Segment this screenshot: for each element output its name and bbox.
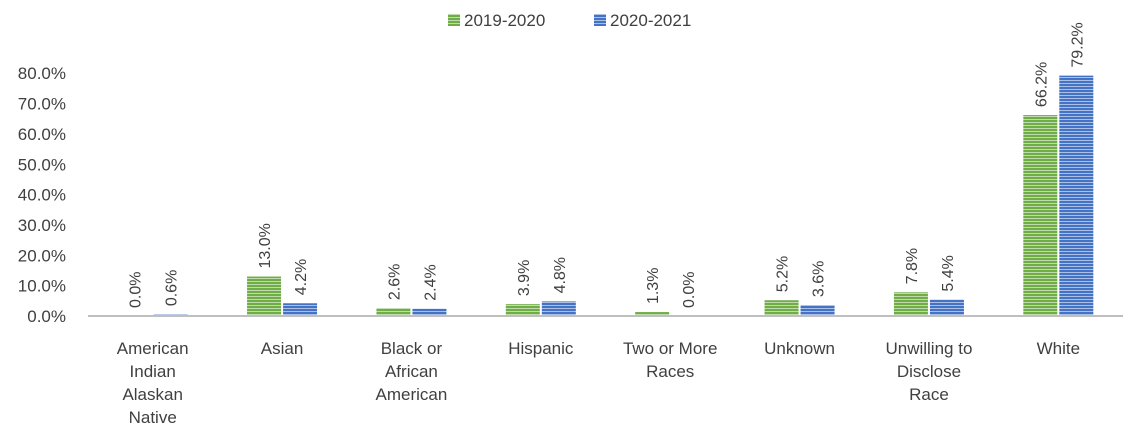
bar (764, 300, 799, 316)
data-label: 3.9% (516, 260, 533, 296)
y-tick-label: 60.0% (18, 125, 66, 144)
data-label: 1.3% (645, 268, 662, 304)
y-tick-label: 20.0% (18, 246, 66, 265)
bar (247, 276, 282, 316)
data-label: 3.6% (811, 261, 828, 297)
data-label: 4.2% (293, 259, 310, 295)
bar (1023, 115, 1058, 316)
x-tick-label: Asian (261, 339, 304, 358)
x-tick-label: White (1037, 339, 1080, 358)
x-tick-label: Unwilling to Disclose Race (885, 339, 972, 404)
y-tick-label: 10.0% (18, 277, 66, 296)
x-tick-label: Two or More Races (623, 339, 717, 381)
y-axis: 0.0% 10.0% 20.0% 30.0% 40.0% 50.0% 60.0% 70.0% 8… (18, 64, 66, 326)
bar (505, 304, 540, 316)
x-tick-label: Hispanic (508, 339, 574, 358)
data-labels: 0.0% 0.6% 13.0% 4.2% 2.6% 2.4% 3.9% 4.8% 1.3% 0.0… (128, 22, 1087, 308)
bar (283, 303, 318, 316)
bar (635, 312, 670, 316)
data-label: 13.0% (257, 223, 274, 268)
data-label: 5.2% (775, 256, 792, 292)
bars (153, 75, 1094, 317)
legend-swatch (448, 14, 460, 26)
y-tick-label: 80.0% (18, 64, 66, 83)
data-label: 79.2% (1069, 22, 1086, 67)
data-label: 66.2% (1033, 62, 1050, 107)
bar (376, 308, 411, 316)
legend-swatch (594, 14, 606, 26)
legend-label: 2020-2021 (610, 11, 691, 30)
y-tick-label: 70.0% (18, 95, 66, 114)
legend-label: 2019-2020 (464, 11, 545, 30)
x-tick-label: Unknown (764, 339, 835, 358)
data-label: 4.8% (552, 257, 569, 293)
data-label: 0.6% (164, 270, 181, 306)
bar (1059, 75, 1094, 317)
bar (541, 301, 576, 316)
y-tick-label: 50.0% (18, 155, 66, 174)
data-label: 7.8% (904, 248, 921, 284)
bar (412, 308, 447, 316)
data-label: 0.0% (128, 272, 145, 308)
bar (800, 305, 835, 316)
x-tick-label: Black or African American (376, 339, 448, 404)
y-tick-label: 0.0% (27, 307, 66, 326)
data-label: 5.4% (940, 255, 957, 291)
bar (929, 299, 964, 316)
bar (893, 292, 928, 316)
legend: 2019-2020 2020-2021 (448, 11, 691, 30)
x-axis: American Indian Alaskan Native Asian Black or… (88, 315, 1123, 427)
data-label: 2.6% (386, 264, 403, 300)
data-label: 0.0% (681, 272, 698, 308)
y-tick-label: 40.0% (18, 186, 66, 205)
data-label: 2.4% (422, 264, 439, 300)
x-tick-label: American Indian Alaskan Native (117, 339, 189, 427)
y-tick-label: 30.0% (18, 216, 66, 235)
